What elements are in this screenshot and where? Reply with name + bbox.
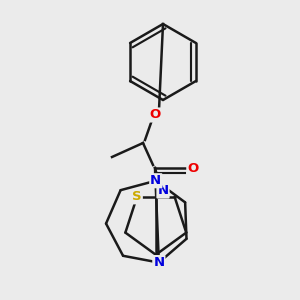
Text: N: N	[158, 184, 169, 197]
Text: S: S	[132, 190, 142, 203]
Text: O: O	[149, 109, 161, 122]
Text: O: O	[188, 161, 199, 175]
Text: N: N	[150, 174, 161, 187]
Text: N: N	[153, 256, 164, 269]
